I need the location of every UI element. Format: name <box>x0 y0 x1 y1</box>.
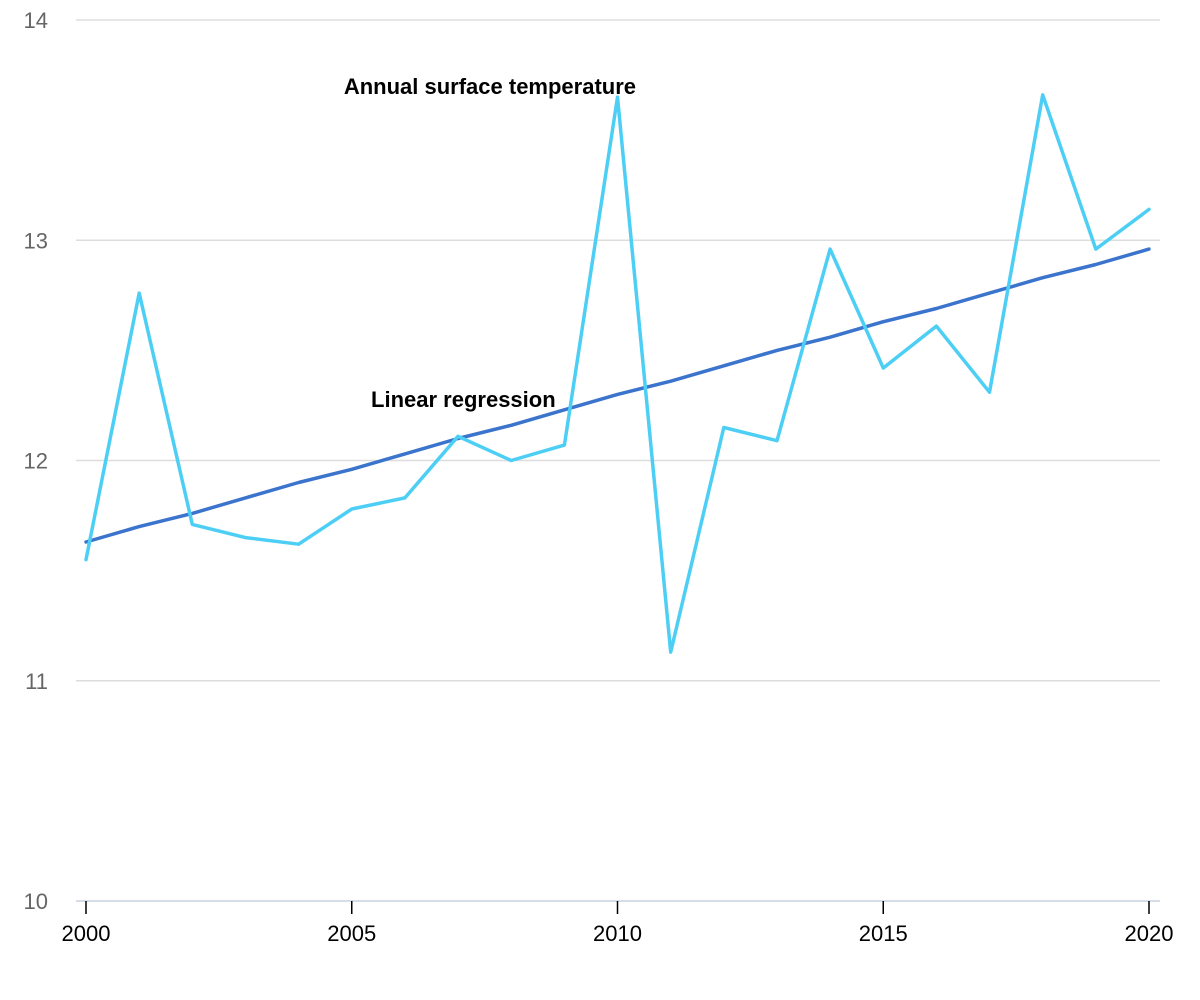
series-lines <box>84 93 1151 654</box>
y-tick-label: 14 <box>24 8 48 33</box>
grid-lines <box>76 19 1160 682</box>
annotation-regression-label: Linear regression <box>371 387 556 412</box>
temperature-series-line <box>84 93 1151 654</box>
y-tick-label: 12 <box>24 449 48 474</box>
x-axis: 2000 2005 2010 2015 2020 <box>62 900 1174 946</box>
y-tick-label: 13 <box>24 228 48 253</box>
y-tick-label: 11 <box>25 669 48 694</box>
x-tick-label: 2005 <box>327 921 376 946</box>
regression-series-line <box>84 247 1151 544</box>
x-tick-label: 2015 <box>859 921 908 946</box>
y-tick-label: 10 <box>24 889 48 914</box>
x-tick-label: 2020 <box>1125 921 1174 946</box>
y-axis-tick-labels: 10 11 12 13 14 <box>24 8 48 914</box>
x-tick-label: 2010 <box>593 921 642 946</box>
series-annotations: Annual surface temperature Linear regress… <box>344 74 636 412</box>
x-tick-label: 2000 <box>62 921 111 946</box>
annotation-temperature-label: Annual surface temperature <box>344 74 636 99</box>
